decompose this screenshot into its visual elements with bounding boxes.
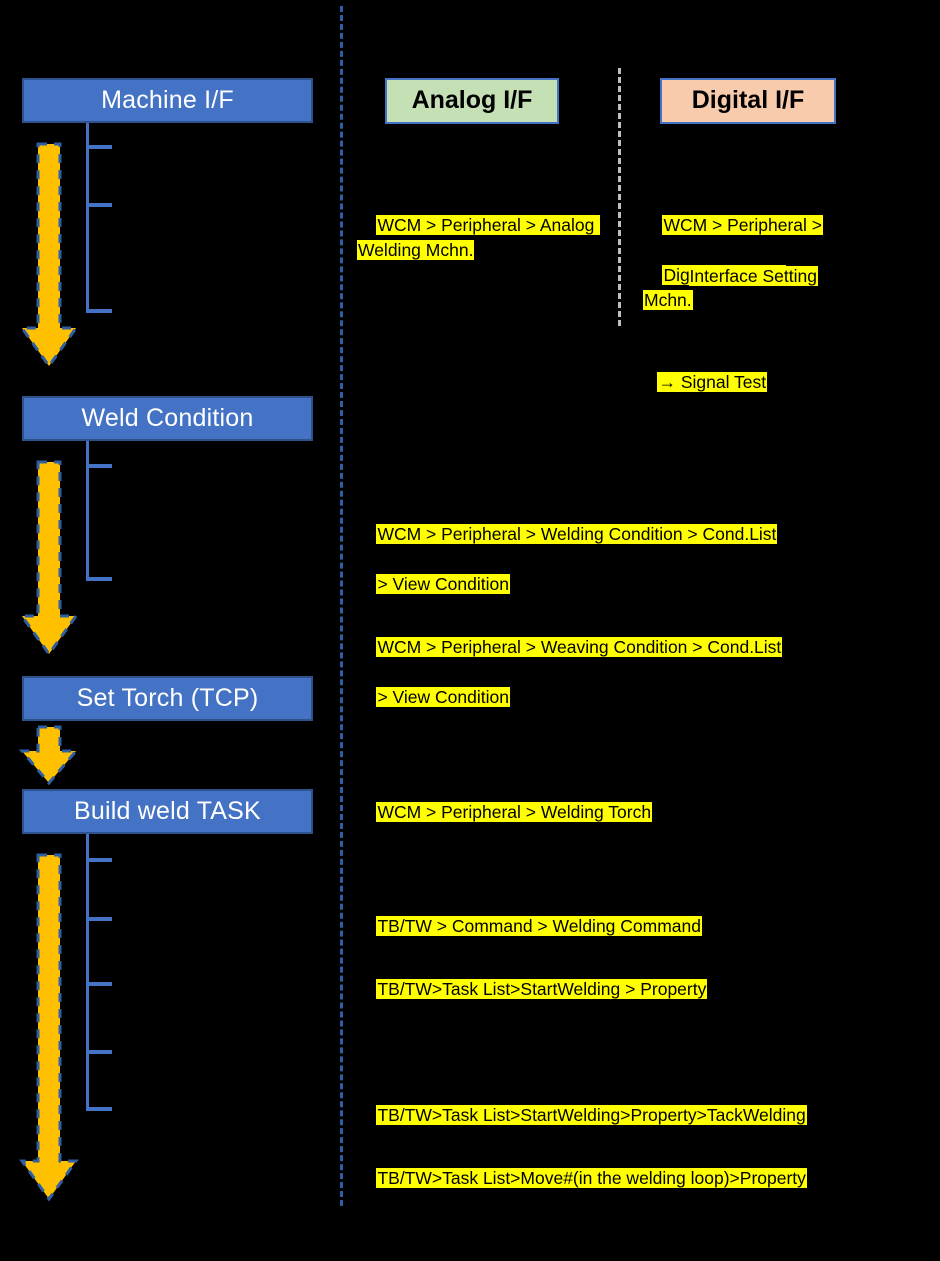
path-label-tack-welding: TB/TW>Task List>StartWelding>Property>Ta… <box>357 1078 847 1153</box>
path-text-move-in-welding-loop: TB/TW>Task List>Move#(in the welding loo… <box>376 1168 807 1188</box>
bracket-stem-machine-if <box>86 123 89 313</box>
path-text-welding-condition-list: WCM > Peripheral > Welding Condition > C… <box>376 524 778 544</box>
bracket-stem-weld-condition <box>86 441 89 581</box>
bracket-tick-weld-condition-1 <box>86 464 112 468</box>
path-text-digital-welding-machine-l1: WCM > Peripheral > <box>662 215 823 235</box>
path-text-welding-view-condition: > View Condition <box>376 574 510 594</box>
flow-arrow-3 <box>18 725 80 787</box>
path-label-digital-interface-setting: Interface Setting <box>643 239 818 314</box>
bracket-tick-machine-if-1 <box>86 145 112 149</box>
path-label-start-welding-property: TB/TW>Task List>StartWelding > Property <box>357 952 737 1027</box>
stage-box-build-weld-task: Build weld TASK <box>22 789 313 834</box>
path-label-welding-condition-list: WCM > Peripheral > Welding Condition > C… <box>357 497 827 572</box>
flow-arrow-4 <box>18 853 80 1203</box>
path-label-analog-welding-machine: WCM > Peripheral > Analog Welding Mchn. <box>357 188 601 288</box>
stage-label-weld-condition: Weld Condition <box>81 403 254 432</box>
path-text-weaving-condition-list: WCM > Peripheral > Weaving Condition > C… <box>376 637 783 657</box>
stage-label-set-torch: Set Torch (TCP) <box>76 683 259 712</box>
path-label-welding-torch: WCM > Peripheral > Welding Torch <box>357 775 687 850</box>
stage-label-machine-if: Machine I/F <box>101 85 234 114</box>
bracket-tick-build-weld-task-2 <box>86 917 112 921</box>
stage-label-build-weld-task: Build weld TASK <box>74 796 261 825</box>
path-label-welding-view-condition: > View Condition <box>357 547 657 622</box>
bracket-tick-machine-if-3 <box>86 309 112 313</box>
path-label-welding-command: TB/TW > Command > Welding Command <box>357 889 737 964</box>
stage-box-set-torch: Set Torch (TCP) <box>22 676 313 721</box>
header-box-analog-if: Analog I/F <box>385 78 559 124</box>
column-separator-analog-digital <box>618 68 621 326</box>
path-text-weaving-view-condition: > View Condition <box>376 687 510 707</box>
flow-arrow-1 <box>18 142 80 370</box>
bracket-tick-build-weld-task-4 <box>86 1050 112 1054</box>
stage-box-weld-condition: Weld Condition <box>22 396 313 441</box>
path-text-start-welding-property: TB/TW>Task List>StartWelding > Property <box>376 979 708 999</box>
stage-box-machine-if: Machine I/F <box>22 78 313 123</box>
column-separator-left <box>340 6 343 1206</box>
path-text-welding-torch: WCM > Peripheral > Welding Torch <box>376 802 653 822</box>
path-label-move-in-welding-loop: TB/TW>Task List>Move#(in the welding loo… <box>357 1141 857 1216</box>
path-label-weaving-view-condition: > View Condition <box>357 660 657 735</box>
flow-arrow-2 <box>18 460 80 658</box>
bracket-tick-build-weld-task-1 <box>86 858 112 862</box>
path-label-weaving-condition-list: WCM > Peripheral > Weaving Condition > C… <box>357 610 827 685</box>
path-text-signal-test: → Signal Test <box>657 372 768 392</box>
path-text-welding-command: TB/TW > Command > Welding Command <box>376 916 702 936</box>
bracket-tick-weld-condition-2 <box>86 577 112 581</box>
header-label-analog-if: Analog I/F <box>411 86 533 115</box>
bracket-tick-build-weld-task-3 <box>86 982 112 986</box>
path-text-tack-welding: TB/TW>Task List>StartWelding>Property>Ta… <box>376 1105 807 1125</box>
path-text-digital-interface-setting: Interface Setting <box>688 266 818 286</box>
bracket-stem-build-weld-task <box>86 834 89 1111</box>
bracket-tick-machine-if-2 <box>86 203 112 207</box>
header-label-digital-if: Digital I/F <box>691 86 805 115</box>
path-text-analog-welding-machine: WCM > Peripheral > Analog Welding Mchn. <box>357 215 601 260</box>
bracket-tick-build-weld-task-5 <box>86 1107 112 1111</box>
path-label-signal-test: → Signal Test <box>638 345 838 420</box>
header-box-digital-if: Digital I/F <box>660 78 836 124</box>
